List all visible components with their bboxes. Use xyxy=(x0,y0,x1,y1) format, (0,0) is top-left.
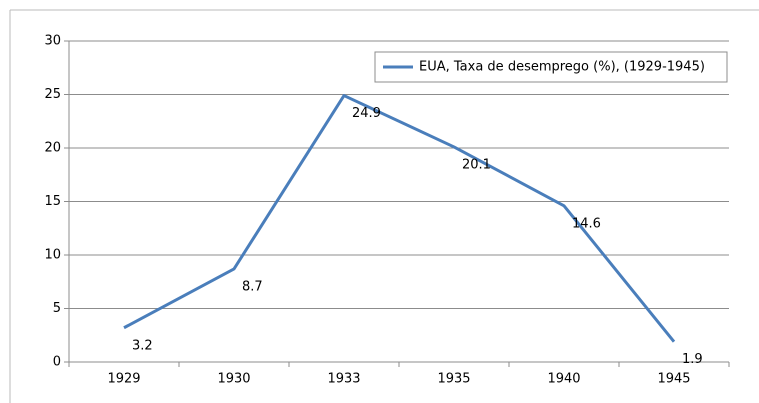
x-tick-label: 1930 xyxy=(217,372,250,387)
data-label: 20.1 xyxy=(462,157,491,172)
y-tick-label: 10 xyxy=(44,248,61,263)
x-tick-label: 1935 xyxy=(437,372,470,387)
y-tick-label: 15 xyxy=(44,194,61,209)
data-label: 24.9 xyxy=(352,106,381,121)
legend-box xyxy=(374,51,728,83)
y-tick-label: 0 xyxy=(53,355,61,370)
data-label: 8.7 xyxy=(242,279,263,294)
data-label: 3.2 xyxy=(132,338,153,353)
y-tick-label: 20 xyxy=(44,141,61,156)
data-line xyxy=(123,94,676,343)
legend: EUA, Taxa de desemprego (%), (1929-1945) xyxy=(374,51,728,83)
y-tick-label: 30 xyxy=(44,34,61,49)
x-tick-label: 1929 xyxy=(107,372,140,387)
y-tick-label: 5 xyxy=(53,301,61,316)
x-tick-label: 1940 xyxy=(547,372,580,387)
x-tick-label: 1945 xyxy=(657,372,690,387)
data-label: 1.9 xyxy=(682,352,703,367)
x-tick-label: 1933 xyxy=(327,372,360,387)
legend-label: EUA, Taxa de desemprego (%), (1929-1945) xyxy=(419,60,705,75)
y-tick-label: 25 xyxy=(44,87,61,102)
data-label: 14.6 xyxy=(572,216,601,231)
